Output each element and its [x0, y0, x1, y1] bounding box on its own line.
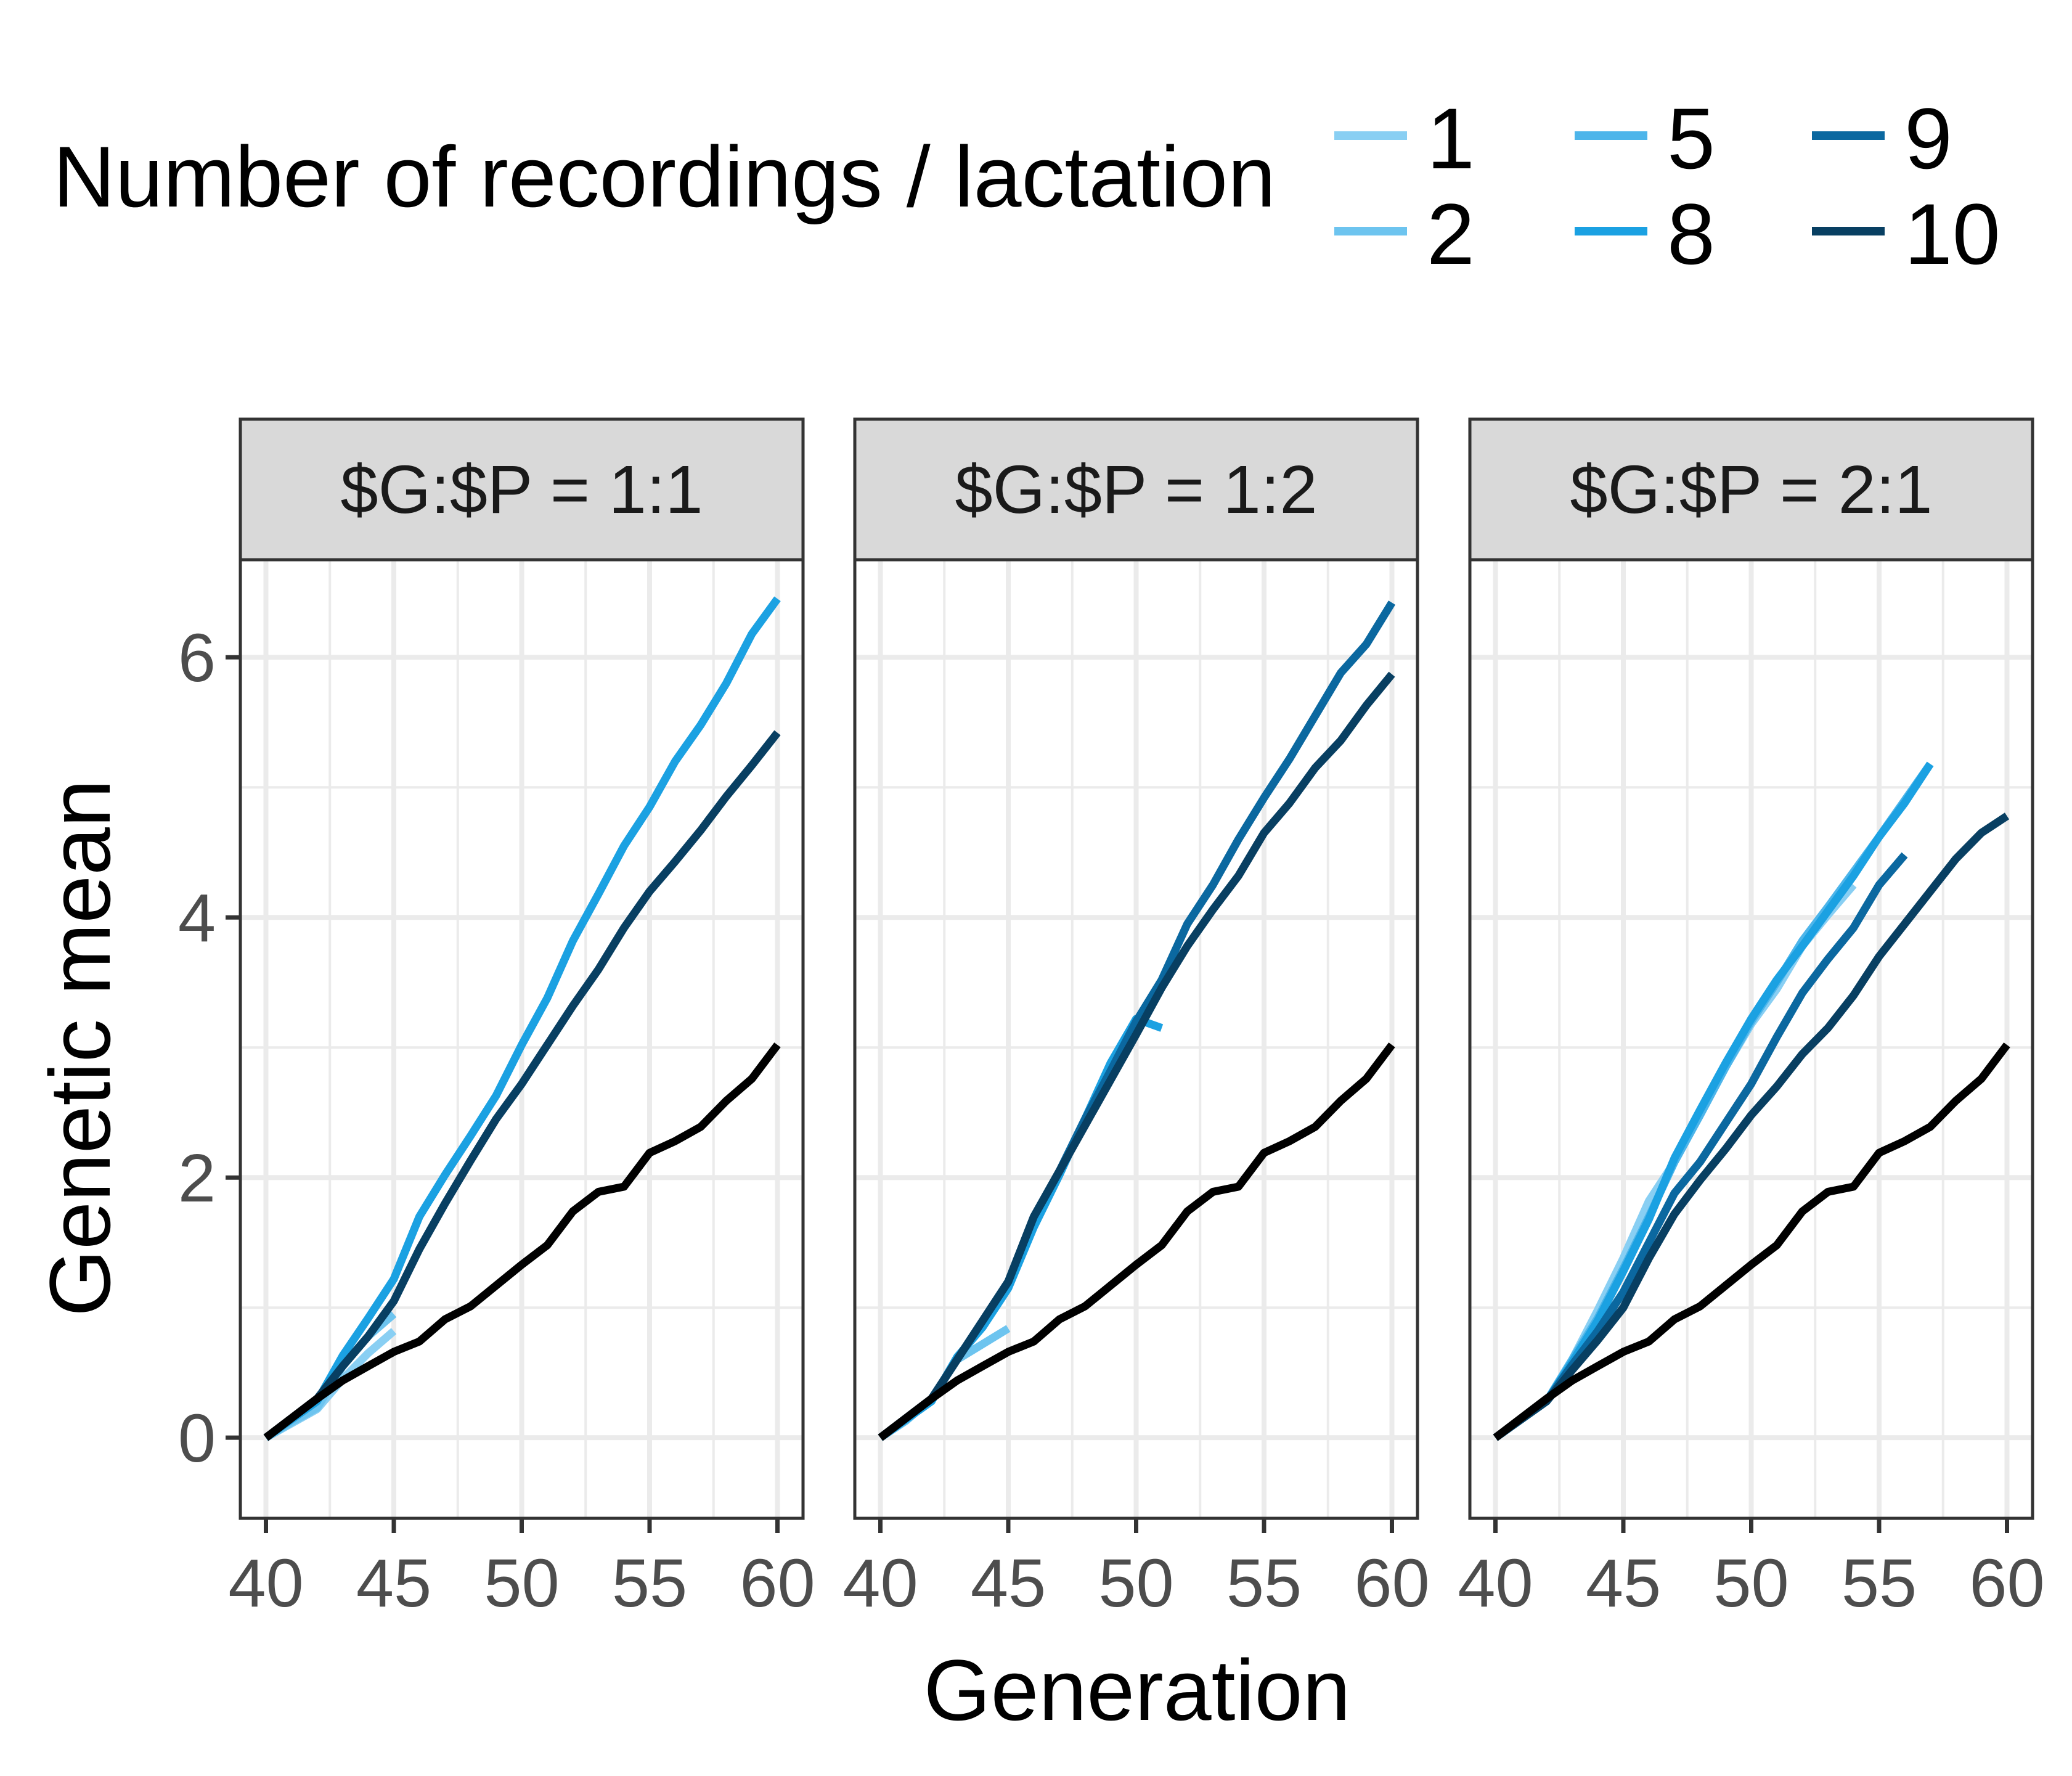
series-line-baseline: [263, 1042, 781, 1441]
series-line-10: [878, 671, 1395, 1441]
x-tick-label: 45: [356, 1545, 431, 1621]
series-line-10: [1493, 812, 2010, 1441]
panel-3: $G:$P = 2:1 40 45 50 55 60: [1458, 417, 2045, 1621]
legend-label-5: 5: [1667, 90, 1715, 187]
y-axis-title: Genetic mean: [31, 779, 128, 1317]
x-tick-label: 50: [484, 1545, 559, 1621]
x-tick-label: 55: [1226, 1545, 1302, 1621]
legend-title: Number of recordings / lactation: [53, 128, 1276, 225]
panel-2: $G:$P = 1:2 40 45 50 55 60: [842, 417, 1430, 1621]
legend: Number of recordings / lactation 12 58 910: [53, 90, 2001, 282]
y-tick-label: 2: [178, 1140, 216, 1216]
x-tick-label: 40: [1458, 1545, 1533, 1621]
legend-label-2: 2: [1427, 186, 1475, 282]
x-tick-label: 55: [1842, 1545, 1917, 1621]
x-axis: 40 45 50 55 60: [228, 1518, 815, 1621]
y-tick-label: 0: [178, 1401, 216, 1476]
legend-entries: 12 58 910: [1334, 90, 2001, 282]
panels: $G:$P = 1:1 40 45 50 55 60 0 2 4 6 $G:$P = 1:2 40 45…: [178, 417, 2045, 1621]
panel-strip-label: $G:$P = 1:1: [340, 452, 703, 528]
x-tick-label: 45: [1586, 1545, 1661, 1621]
x-tick-label: 40: [842, 1545, 918, 1621]
series-lines: [1493, 761, 2010, 1441]
panel-strip-label: $G:$P = 2:1: [1570, 452, 1932, 528]
series-line-baseline: [878, 1042, 1395, 1441]
series-line-8: [263, 596, 781, 1441]
gridlines: [855, 560, 1417, 1518]
x-tick-label: 60: [740, 1545, 815, 1621]
legend-label-10: 10: [1904, 186, 2001, 282]
gridlines: [1470, 560, 2033, 1518]
x-tick-label: 60: [1354, 1545, 1429, 1621]
x-tick-label: 55: [612, 1545, 687, 1621]
legend-label-8: 8: [1667, 186, 1715, 282]
x-tick-label: 50: [1713, 1545, 1789, 1621]
x-tick-label: 40: [228, 1545, 303, 1621]
panel-1: $G:$P = 1:1 40 45 50 55 60 0 2 4 6: [178, 417, 815, 1621]
x-tick-label: 50: [1098, 1545, 1173, 1621]
x-tick-label: 60: [1969, 1545, 2044, 1621]
series-line-baseline: [1493, 1042, 2010, 1441]
series-lines: [263, 596, 781, 1441]
legend-label-1: 1: [1427, 90, 1475, 187]
series-lines: [878, 600, 1396, 1441]
y-tick-label: 4: [178, 880, 216, 956]
legend-label-9: 9: [1904, 90, 1952, 187]
y-axis: 0 2 4 6: [178, 620, 240, 1476]
series-line-10: [263, 730, 781, 1441]
x-axis-title: Generation: [924, 1642, 1351, 1738]
panel-strip-label: $G:$P = 1:2: [955, 452, 1317, 528]
panel-strip: [853, 417, 1419, 562]
x-tick-label: 45: [971, 1545, 1046, 1621]
x-axis: 40 45 50 55 60: [1458, 1518, 2045, 1621]
y-tick-label: 6: [178, 620, 216, 696]
x-axis: 40 45 50 55 60: [842, 1518, 1430, 1621]
gridlines: [240, 560, 803, 1518]
